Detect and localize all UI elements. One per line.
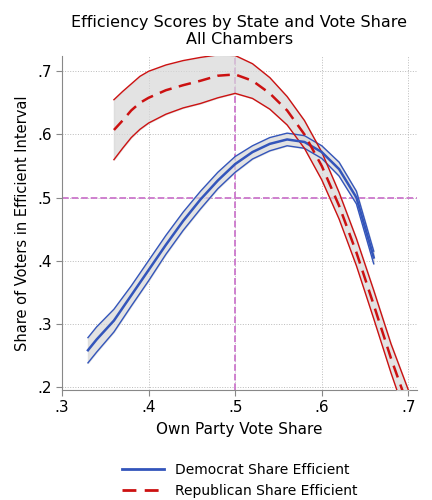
Y-axis label: Share of Voters in Efficient Interval: Share of Voters in Efficient Interval xyxy=(15,95,30,350)
X-axis label: Own Party Vote Share: Own Party Vote Share xyxy=(156,422,323,438)
Title: Efficiency Scores by State and Vote Share
All Chambers: Efficiency Scores by State and Vote Shar… xyxy=(71,15,407,48)
Legend: Democrat Share Efficient, Republican Share Efficient: Democrat Share Efficient, Republican Sha… xyxy=(116,457,363,500)
